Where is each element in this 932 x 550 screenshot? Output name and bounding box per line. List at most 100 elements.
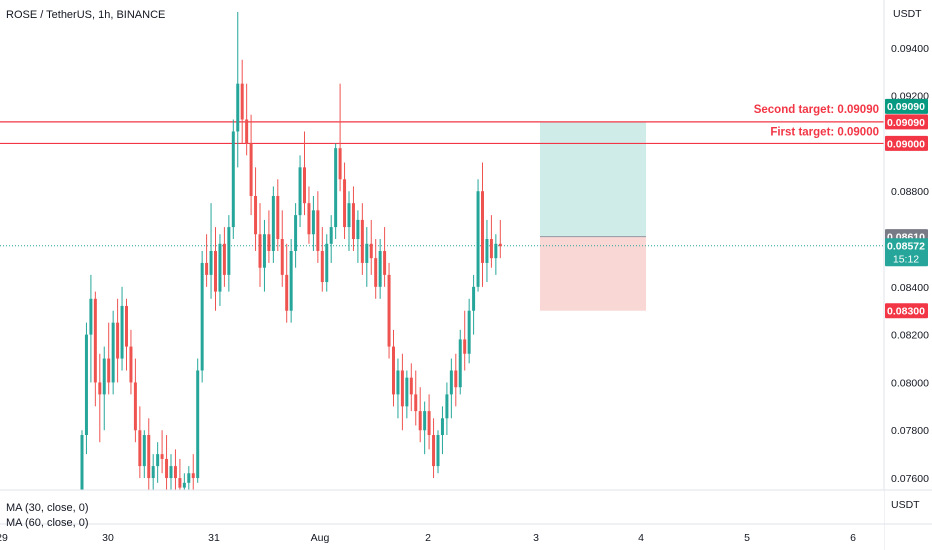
ma-30-indicator[interactable]: MA (30, close, 0) xyxy=(6,502,89,514)
candle-body xyxy=(111,322,115,383)
candles xyxy=(80,11,502,490)
candle-body xyxy=(311,210,315,235)
candle-body xyxy=(427,411,431,436)
candle-body xyxy=(338,148,342,180)
candle-body xyxy=(414,394,418,412)
candle-body xyxy=(89,298,93,335)
candle-body xyxy=(107,358,111,383)
candle-body xyxy=(205,262,209,275)
ma-60-indicator[interactable]: MA (60, close, 0) xyxy=(6,517,89,529)
candle-body xyxy=(276,196,280,240)
candle-body xyxy=(498,243,502,247)
first-target-label: First target: 0.09000 xyxy=(770,126,879,138)
candle-body xyxy=(173,466,177,479)
x-tick-label: 29 xyxy=(0,532,8,544)
currency-top: USDT xyxy=(893,8,922,20)
stop-price-tag-bg xyxy=(885,303,928,319)
candle-body xyxy=(481,191,484,263)
candle-body xyxy=(267,234,271,251)
x-tick-label: 31 xyxy=(208,532,220,544)
candle-body xyxy=(280,239,284,275)
x-tick-label: 2 xyxy=(425,532,431,544)
candle-body xyxy=(147,435,151,479)
candle-body xyxy=(383,250,387,275)
candle-body xyxy=(178,478,182,488)
candle-body xyxy=(360,219,364,263)
candle-body xyxy=(160,454,164,459)
loss-zone[interactable] xyxy=(540,236,646,311)
candle-body xyxy=(249,143,253,196)
candle-body xyxy=(476,191,480,287)
candle-body xyxy=(93,298,97,383)
candle-body xyxy=(214,250,217,292)
candle-body xyxy=(405,377,409,407)
price-axis-bg[interactable] xyxy=(884,0,932,550)
candle-body xyxy=(142,435,146,467)
second-target-tag-top: 0.09090 xyxy=(887,101,925,113)
y-tick-label: 0.08000 xyxy=(891,377,929,389)
candle-body xyxy=(294,215,298,251)
candle-body xyxy=(392,346,395,395)
candle-body xyxy=(409,377,413,395)
candle-body xyxy=(454,370,458,388)
y-tick-label: 0.08800 xyxy=(891,186,929,198)
candle-body xyxy=(165,458,169,479)
candle-body xyxy=(423,411,427,431)
candle-body xyxy=(418,411,422,431)
y-tick-label: 0.08200 xyxy=(891,330,929,342)
candle-body xyxy=(222,243,226,275)
candle-body xyxy=(485,239,489,263)
y-tick-label: 0.07800 xyxy=(891,425,929,437)
candle-body xyxy=(156,454,160,467)
candle-body xyxy=(449,370,453,395)
candle-body xyxy=(285,274,289,311)
candle-body xyxy=(227,227,231,275)
x-tick-label: 3 xyxy=(533,532,539,544)
currency-bottom: USDT xyxy=(891,499,920,511)
first-target-tag-bg xyxy=(885,135,928,151)
candle-body xyxy=(84,334,88,436)
candle-body xyxy=(432,435,436,467)
candle-body xyxy=(369,243,373,259)
candle-body xyxy=(98,382,102,395)
x-axis-ticks: 29 30 31 Aug 2 3 4 5 6 xyxy=(0,532,856,544)
candle-body xyxy=(262,234,266,268)
candle-body xyxy=(133,382,137,431)
candle-body xyxy=(378,250,382,287)
candle-body xyxy=(120,305,124,359)
candle-body xyxy=(102,358,106,395)
candle-body xyxy=(240,83,244,120)
candle-body xyxy=(334,148,338,228)
candle-body xyxy=(396,370,400,395)
profit-zone[interactable] xyxy=(540,121,646,237)
second-target-label: Second target: 0.09090 xyxy=(754,104,879,116)
candle-body xyxy=(320,250,324,283)
candle-body xyxy=(307,203,311,235)
candle-body xyxy=(138,430,142,467)
chart-title: ROSE / TetherUS, 1h, BINANCE xyxy=(6,9,166,21)
candle-body xyxy=(254,196,258,235)
candle-body xyxy=(236,83,240,132)
indicator-pane[interactable] xyxy=(0,490,884,550)
candle-body xyxy=(440,418,444,436)
price-tags: 0.090900.090900.090000.086100.0857215:12… xyxy=(885,98,928,319)
candle-body xyxy=(129,346,133,383)
first-target-tag: 0.09000 xyxy=(887,138,925,150)
second-target-tag: 0.09090 xyxy=(887,117,925,129)
candle-body xyxy=(351,203,355,240)
candle-body xyxy=(329,227,333,244)
y-tick-label: 0.07600 xyxy=(891,473,929,485)
candle-body xyxy=(347,203,351,228)
candle-body xyxy=(258,234,262,268)
last-price-tag: 0.08572 xyxy=(887,241,925,253)
candle-body xyxy=(494,243,498,259)
candle-body xyxy=(436,435,440,467)
x-tick-label: 30 xyxy=(102,532,114,544)
x-tick-label: Aug xyxy=(311,532,330,544)
last-price-tag-bg xyxy=(885,238,928,267)
candle-body xyxy=(169,466,173,479)
candle-body xyxy=(182,482,186,488)
candle-body xyxy=(245,119,249,144)
candle-body xyxy=(289,250,293,311)
